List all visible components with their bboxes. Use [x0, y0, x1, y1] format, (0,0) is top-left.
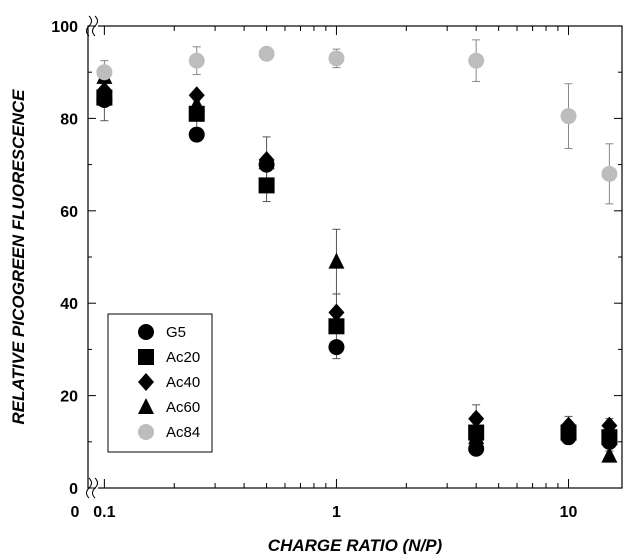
point-g5	[188, 126, 205, 143]
y-tick-label: 0	[69, 481, 78, 498]
point-g5	[328, 339, 345, 356]
point-ac60	[468, 428, 485, 445]
y-tick-label: 60	[60, 204, 78, 221]
y-tick-label: 20	[60, 389, 78, 406]
point-ac60	[258, 153, 275, 170]
point-ac40	[601, 416, 618, 435]
point-ac20	[601, 429, 618, 446]
legend-marker-ac84	[138, 424, 154, 440]
point-ac40	[468, 409, 485, 428]
legend-label-ac20: Ac20	[166, 349, 200, 366]
point-ac84	[601, 165, 618, 182]
y-tick-label: 100	[51, 19, 78, 36]
point-g5	[468, 440, 485, 457]
y-tick-label: 40	[60, 296, 78, 313]
point-ac40	[96, 81, 113, 100]
point-ac40	[188, 86, 205, 105]
legend-label-ac40: Ac40	[166, 374, 200, 391]
legend-label-g5: G5	[166, 324, 186, 341]
legend-marker-g5	[138, 324, 154, 340]
point-ac84	[560, 108, 577, 125]
x-zero-label: 0	[71, 504, 80, 521]
point-ac20	[328, 318, 345, 335]
x-axis-title: CHARGE RATIO (N/P)	[268, 536, 443, 554]
x-tick-label: 1	[332, 504, 341, 521]
y-tick-label: 80	[60, 111, 78, 128]
point-ac84	[96, 64, 113, 81]
legend-label-ac60: Ac60	[166, 399, 200, 416]
data-marks	[96, 39, 618, 463]
point-ac84	[188, 52, 205, 69]
point-ac60	[560, 421, 577, 438]
point-ac60	[328, 252, 345, 269]
legend-marker-ac40	[138, 373, 154, 391]
point-ac20	[258, 177, 275, 194]
legend-marker-ac20	[138, 349, 154, 365]
legend-label-ac84: Ac84	[166, 424, 200, 441]
legend-box	[107, 313, 213, 453]
legend: G5 Ac20 Ac40 Ac60 Ac84	[107, 313, 213, 453]
point-ac84	[328, 50, 345, 67]
point-ac60	[188, 95, 205, 112]
point-ac60	[601, 446, 618, 463]
x-tick-label: 0.1	[93, 504, 115, 521]
legend-marker-ac60	[138, 398, 154, 414]
point-ac84	[258, 45, 275, 62]
point-ac84	[468, 52, 485, 69]
point-ac40	[328, 303, 345, 322]
x-tick-label: 10	[560, 504, 578, 521]
y-axis-title: RELATIVE PICOGREEN FLUORESCENCE	[9, 89, 28, 425]
